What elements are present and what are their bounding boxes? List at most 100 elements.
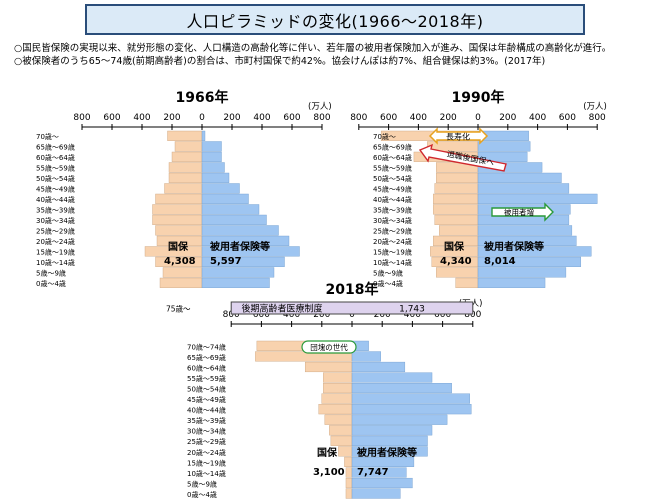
age-label: 55歳〜59歳 (187, 374, 226, 383)
chart-title: 1990年 (452, 89, 505, 106)
bar-hiyousha (201, 141, 222, 152)
bar-hiyousha (351, 361, 406, 373)
tick-label: 800 (223, 310, 240, 320)
bar-hiyousha (477, 256, 582, 267)
chart-title: 1966年 (176, 89, 229, 106)
bar-hiyousha (477, 183, 570, 194)
age-label: 45歳〜49歳 (36, 185, 75, 194)
arrow-employee (491, 202, 554, 222)
annotation-longevity: 長寿化 (446, 132, 470, 142)
bar-hiyousha (351, 351, 381, 362)
bar-hiyousha (201, 214, 267, 225)
annotation-dankai-box (301, 340, 357, 354)
tick-label: 800 (350, 113, 367, 123)
axis-unit: (万人) (583, 102, 607, 112)
age-label: 15歳〜19歳 (373, 248, 412, 257)
elderly-band-name: 後期高齢者医療制度 (241, 303, 322, 315)
arrow-longevity (428, 127, 489, 145)
bar-kokuho (174, 141, 203, 152)
age-label: 45歳〜49歳 (187, 395, 226, 404)
bar-kokuho (439, 225, 479, 236)
bar-hiyousha (477, 193, 598, 204)
bar-hiyousha (351, 488, 401, 499)
bar-hiyousha (477, 141, 531, 152)
age-label: 0歳〜4歳 (36, 279, 66, 288)
age-label: 40歳〜44歳 (373, 195, 412, 204)
total-kokuho-value: 4,308 (164, 256, 196, 267)
age-label: 70歳〜74歳 (187, 342, 226, 351)
tick-label: 200 (163, 113, 180, 123)
age-label: 20歳〜24歳 (187, 448, 226, 457)
tick-label: 800 (313, 113, 330, 123)
tick-label: 600 (380, 113, 397, 123)
bar-hiyousha (201, 130, 206, 141)
bar-kokuho (168, 172, 203, 183)
total-hiyousha-value: 8,014 (484, 256, 516, 267)
age-label: 50歳〜54歳 (373, 174, 412, 183)
bar-hiyousha (477, 162, 543, 173)
bar-kokuho (171, 151, 203, 162)
bar-hiyousha (201, 267, 275, 278)
bar-kokuho (433, 193, 479, 204)
age-label: 30歳〜34歳 (36, 216, 75, 225)
elderly-band-age: 75歳〜 (166, 304, 191, 314)
total-kokuho-value: 4,340 (440, 256, 472, 267)
bar-hiyousha (351, 467, 407, 478)
bar-hiyousha (201, 162, 225, 173)
age-label: 60歳〜64歳 (187, 363, 226, 372)
age-label: 40歳〜44歳 (187, 406, 226, 415)
age-label: 40歳〜44歳 (36, 195, 75, 204)
tick-label: 600 (434, 310, 451, 320)
age-label: 35歳〜39歳 (187, 416, 226, 425)
bar-hiyousha (201, 151, 222, 162)
bar-hiyousha (201, 225, 279, 236)
bar-hiyousha (351, 456, 415, 467)
bar-hiyousha (351, 372, 433, 383)
bar-hiyousha (351, 477, 413, 489)
tick-label: 400 (404, 310, 421, 320)
bar-hiyousha (201, 193, 249, 204)
age-label: 60歳〜64歳 (373, 153, 412, 162)
age-label: 50歳〜54歳 (187, 384, 226, 393)
notes: ○国民皆保険の実現以来、就労形態の変化、人口構造の高齢化等に伴い、若年層の被用者… (14, 42, 664, 68)
tick-label: 800 (73, 113, 90, 123)
elderly-band-value: 1,743 (399, 305, 425, 315)
bar-hiyousha (201, 172, 230, 183)
age-label: 10歳〜14歳 (187, 469, 226, 478)
age-label: 10歳〜14歳 (36, 258, 75, 267)
bar-kokuho (159, 277, 203, 288)
tick-label: 200 (313, 310, 330, 320)
bar-kokuho (304, 361, 353, 373)
tick-label: 200 (440, 113, 457, 123)
bar-hiyousha (351, 393, 470, 404)
bar-kokuho (167, 130, 203, 141)
bar-kokuho (338, 446, 353, 457)
tick-label: 800 (464, 310, 481, 320)
bar-hiyousha (351, 383, 452, 394)
bar-hiyousha (351, 425, 433, 436)
bar-kokuho (168, 162, 203, 173)
bar-hiyousha (201, 235, 290, 246)
age-label: 70歳〜 (36, 132, 59, 141)
bar-hiyousha (201, 246, 300, 257)
bar-kokuho (152, 214, 203, 225)
age-label: 70歳〜 (373, 132, 396, 141)
age-label: 0歳〜4歳 (373, 279, 403, 288)
age-label: 10歳〜14歳 (373, 258, 412, 267)
bar-kokuho (155, 225, 203, 236)
age-label: 35歳〜39歳 (36, 206, 75, 215)
age-label: 65歳〜69歳 (187, 353, 226, 362)
bar-kokuho (436, 172, 479, 183)
bar-kokuho (321, 393, 353, 404)
bar-kokuho (330, 435, 353, 446)
bar-kokuho (323, 383, 353, 394)
bar-kokuho (344, 456, 353, 467)
bar-hiyousha (477, 267, 567, 278)
tick-label: 200 (223, 113, 240, 123)
bar-kokuho (323, 372, 353, 383)
annotation-dankai: 団塊の世代 (310, 342, 348, 352)
tick-label: 800 (589, 113, 606, 123)
age-label: 30歳〜34歳 (187, 427, 226, 436)
bar-kokuho (345, 488, 353, 499)
